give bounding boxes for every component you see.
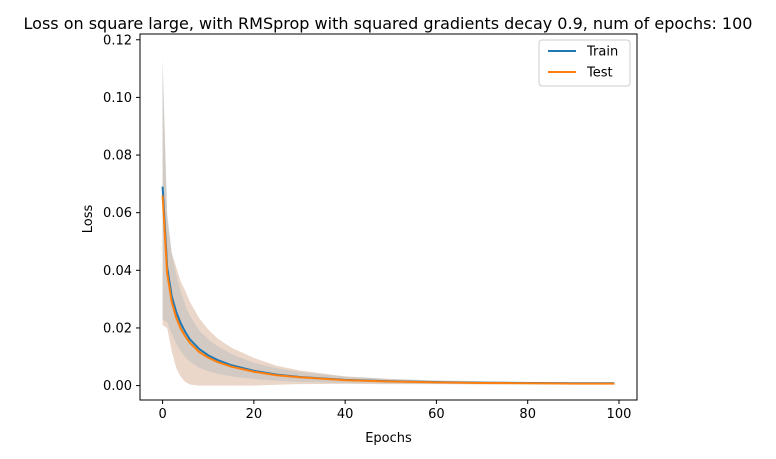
- x-tick-label: 100: [607, 407, 632, 422]
- y-tick-label: 0.08: [103, 149, 132, 164]
- chart-title: Loss on square large, with RMSprop with …: [24, 14, 753, 33]
- y-tick-label: 0.10: [103, 91, 132, 106]
- x-tick-label: 80: [519, 407, 536, 422]
- plot-frame: [139, 33, 638, 401]
- legend: Train Test: [538, 39, 631, 87]
- y-axis-label: Loss: [81, 205, 96, 234]
- y-tick-label: 0.02: [103, 321, 132, 336]
- train-confidence-band: [162, 57, 615, 385]
- y-tick-label: 0.12: [103, 33, 132, 48]
- x-tick-label: 40: [337, 407, 354, 422]
- legend-test-label: Test: [586, 66, 613, 81]
- confidence-bands: [162, 57, 615, 386]
- test-line: [161, 195, 615, 385]
- x-tick-label: 20: [246, 407, 263, 422]
- y-tick-label: 0.04: [103, 264, 132, 279]
- x-tick-label: 0: [158, 407, 166, 422]
- y-tick-label: 0.06: [103, 206, 132, 221]
- y-tick-label: 0.00: [103, 379, 132, 394]
- axes: 0 20 40 60 80 100 0.00 0.02 0.04 0.06 0.08 0.10 0.12: [103, 33, 638, 422]
- series-lines: [161, 186, 615, 385]
- x-tick-label: 60: [428, 407, 445, 422]
- x-axis-label: Epochs: [365, 431, 412, 446]
- legend-train-label: Train: [586, 45, 618, 60]
- test-confidence-band: [162, 65, 615, 386]
